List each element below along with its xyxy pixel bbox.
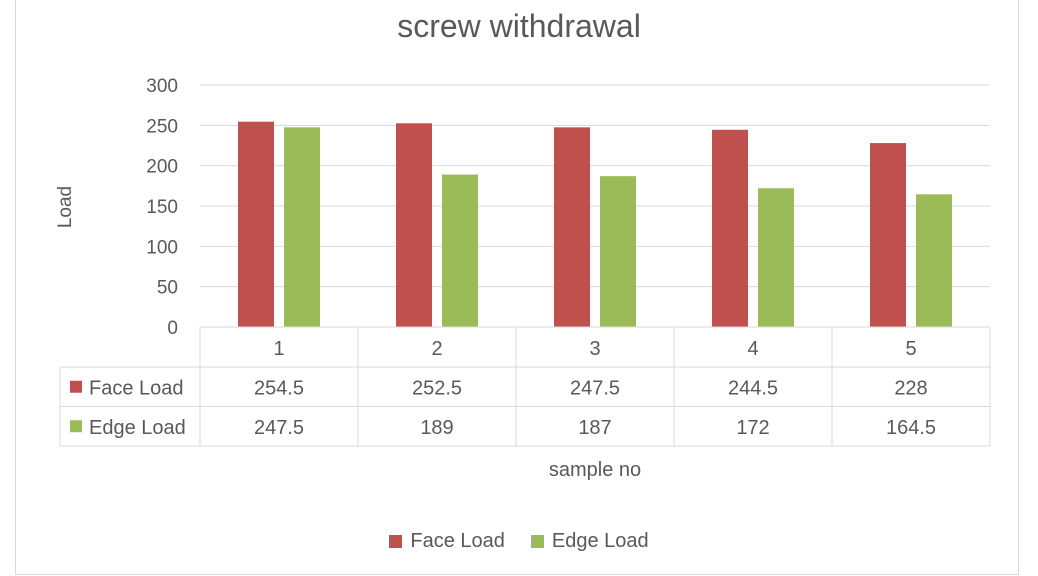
y-tick-label: 200: [146, 157, 178, 178]
data-label: 247.5: [254, 417, 304, 439]
bar-face-load: [396, 123, 432, 327]
data-label: 164.5: [886, 417, 936, 439]
chart-title: screw withdrawal: [397, 8, 641, 44]
data-label: 247.5: [570, 378, 620, 400]
data-label: 228: [894, 378, 927, 400]
bar-edge-load: [442, 174, 478, 327]
legend-item-face-load: Face Load: [389, 530, 505, 553]
table-legend-swatch: [70, 420, 82, 433]
x-axis-label: sample no: [548, 459, 642, 481]
data-label: 187: [578, 417, 611, 439]
legend-item-edge-load: Edge Load: [530, 530, 649, 553]
bar-face-load: [870, 143, 906, 327]
table-legend-swatch: [70, 380, 82, 393]
x-tick-label: 3: [589, 338, 600, 360]
legend-label-edge-load: Edge Load: [551, 530, 649, 552]
bar-edge-load: [284, 127, 320, 327]
data-label: 189: [420, 417, 453, 439]
legend: Face Load Edge Load: [0, 530, 1038, 553]
bar-edge-load: [600, 176, 636, 327]
x-tick-label: 2: [431, 338, 442, 360]
data-label: 172: [736, 417, 769, 439]
y-tick-label: 150: [146, 197, 178, 218]
chart-frame: [15, 0, 1019, 575]
bar-face-load: [554, 127, 590, 327]
y-tick-label: 300: [146, 76, 178, 97]
data-label: 254.5: [254, 378, 304, 400]
legend-swatch-edge-load: [530, 535, 544, 548]
x-tick-label: 5: [905, 338, 916, 360]
bar-face-load: [712, 129, 748, 327]
y-tick-label: 250: [146, 116, 178, 137]
data-label: 244.5: [728, 378, 778, 400]
legend-label-face-load: Face Load: [410, 530, 505, 552]
table-series-label: Face Load: [89, 378, 184, 400]
bar-edge-load: [916, 194, 952, 327]
legend-swatch-face-load: [389, 535, 403, 548]
x-tick-label: 4: [747, 338, 758, 360]
y-tick-label: 50: [157, 278, 178, 299]
table-series-label: Edge Load: [89, 417, 186, 439]
y-tick-label: 100: [146, 237, 178, 258]
y-tick-label: 0: [167, 318, 178, 339]
data-label: 252.5: [412, 378, 462, 400]
bar-edge-load: [758, 188, 794, 327]
x-tick-label: 1: [273, 338, 284, 360]
bar-face-load: [238, 121, 274, 327]
